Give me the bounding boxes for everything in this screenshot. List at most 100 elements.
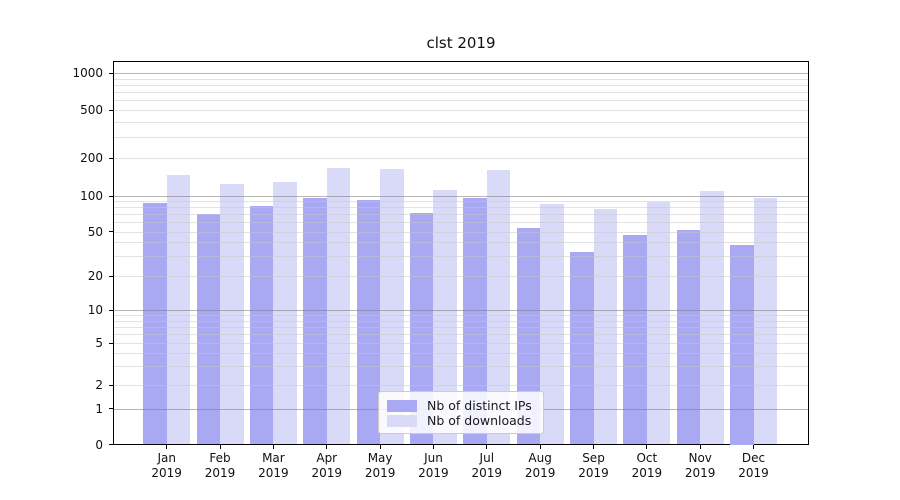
- bar-distinct-ips-oct: [623, 234, 647, 445]
- x-tick-year: 2019: [684, 465, 716, 480]
- x-tick-label-dec: Dec 2019: [712, 451, 796, 481]
- x-tick-label-mar: Mar 2019: [231, 451, 315, 481]
- x-tick-aug: [539, 444, 541, 449]
- y-tick-label-50: 50: [87, 224, 103, 239]
- legend-label-distinct-ips: Nb of distinct IPs: [427, 398, 532, 413]
- y-tick-label-2: 2: [95, 378, 103, 392]
- y-tick-100: [109, 195, 113, 197]
- bar-distinct-ips-dec: [730, 244, 754, 445]
- bar-downloads-may: [380, 168, 404, 445]
- x-tick-label-jan: Jan 2019: [125, 451, 209, 481]
- x-tick-label-feb: Feb 2019: [178, 451, 262, 481]
- x-tick-year: 2019: [631, 465, 663, 480]
- bar-downloads-jun: [433, 189, 457, 445]
- x-tick-month: Jul: [479, 450, 495, 465]
- bar-downloads-mar: [273, 181, 297, 445]
- chart-title: clst 2019: [426, 34, 496, 52]
- bar-distinct-ips-nov: [676, 230, 701, 445]
- x-tick-month: Nov: [688, 450, 712, 465]
- legend-swatch-distinct-ips-icon: [387, 399, 417, 412]
- x-tick-jul: [486, 444, 488, 449]
- y-tick-1: [109, 408, 113, 409]
- x-tick-feb: [219, 444, 221, 449]
- x-tick-label-may: May 2019: [338, 451, 422, 481]
- legend-label-downloads: Nb of downloads: [427, 413, 532, 428]
- bar-distinct-ips-mar: [249, 206, 274, 445]
- y-tick-20: [109, 275, 113, 277]
- x-tick-month: Apr: [316, 450, 338, 465]
- x-tick-month: Jan: [157, 450, 176, 465]
- x-tick-month: Aug: [528, 450, 552, 465]
- x-tick-apr: [326, 444, 328, 449]
- y-tick-label-5: 5: [95, 336, 103, 350]
- x-tick-label-jul: Jul 2019: [445, 451, 529, 481]
- x-tick-may: [379, 444, 381, 449]
- x-tick-month: Jun: [424, 450, 443, 465]
- x-tick-year: 2019: [311, 465, 343, 480]
- bar-downloads-jul: [486, 170, 511, 445]
- y-tick-label-20: 20: [87, 269, 103, 283]
- x-tick-month: Mar: [262, 450, 285, 465]
- y-tick-label-10: 10: [87, 303, 103, 317]
- x-tick-month: Sep: [582, 450, 605, 465]
- x-tick-year: 2019: [418, 465, 449, 480]
- x-tick-label-jun: Jun 2019: [391, 451, 475, 481]
- y-tick-10: [109, 309, 113, 311]
- x-tick-oct: [646, 444, 648, 449]
- y-tick-label-1: 1: [95, 401, 103, 416]
- bar-distinct-ips-jan: [143, 202, 167, 445]
- y-tick-1000: [109, 72, 113, 74]
- legend: Nb of distinct IPs Nb of downloads: [378, 391, 544, 434]
- x-tick-label-sep: Sep 2019: [552, 451, 636, 481]
- x-tick-label-oct: Oct 2019: [605, 451, 689, 481]
- x-tick-year: 2019: [524, 465, 556, 480]
- x-tick-month: May: [367, 450, 393, 465]
- x-tick-month: Oct: [636, 450, 658, 465]
- x-tick-year: 2019: [204, 465, 236, 480]
- x-tick-jun: [432, 444, 434, 449]
- bar-distinct-ips-may: [356, 200, 381, 445]
- y-tick-label-200: 200: [80, 151, 103, 165]
- y-tick-200: [109, 157, 113, 159]
- x-tick-year: 2019: [258, 465, 289, 480]
- x-tick-year: 2019: [364, 465, 396, 480]
- y-tick-label-500: 500: [80, 103, 103, 117]
- bar-downloads-sep: [593, 209, 617, 445]
- bar-distinct-ips-aug: [516, 227, 541, 445]
- x-tick-year: 2019: [738, 465, 769, 480]
- bar-distinct-ips-jun: [409, 212, 434, 445]
- y-tick-label-1000: 1000: [72, 66, 103, 80]
- x-tick-year: 2019: [471, 465, 503, 480]
- x-tick-year: 2019: [151, 465, 182, 480]
- y-tick-500: [109, 109, 113, 111]
- bar-downloads-aug: [540, 203, 564, 445]
- x-tick-label-apr: Apr 2019: [285, 451, 369, 481]
- x-tick-label-nov: Nov 2019: [658, 451, 742, 481]
- x-tick-month: Feb: [209, 450, 231, 465]
- y-tick-50: [109, 231, 113, 232]
- bar-distinct-ips-feb: [196, 213, 221, 445]
- bar-downloads-jan: [166, 174, 191, 445]
- x-tick-label-aug: Aug 2019: [498, 451, 582, 481]
- x-tick-jan: [166, 444, 168, 449]
- y-tick-label-100: 100: [80, 189, 103, 203]
- x-tick-dec: [753, 444, 755, 449]
- x-tick-sep: [593, 444, 594, 449]
- bar-distinct-ips-sep: [570, 251, 594, 445]
- y-tick-0: [109, 444, 113, 445]
- y-tick-2: [109, 384, 113, 386]
- bar-downloads-nov: [700, 190, 724, 445]
- bar-downloads-feb: [220, 184, 244, 445]
- legend-item-distinct-ips: Nb of distinct IPs: [387, 398, 533, 413]
- x-tick-month: Dec: [741, 450, 766, 465]
- bar-downloads-apr: [326, 168, 351, 445]
- bar-downloads-oct: [646, 201, 671, 445]
- legend-item-downloads: Nb of downloads: [387, 413, 533, 428]
- bar-distinct-ips-apr: [303, 197, 327, 445]
- legend-swatch-downloads-icon: [387, 414, 417, 427]
- y-tick-5: [109, 342, 113, 344]
- x-tick-nov: [699, 444, 701, 449]
- x-tick-mar: [272, 444, 274, 449]
- y-tick-label-0: 0: [95, 437, 103, 452]
